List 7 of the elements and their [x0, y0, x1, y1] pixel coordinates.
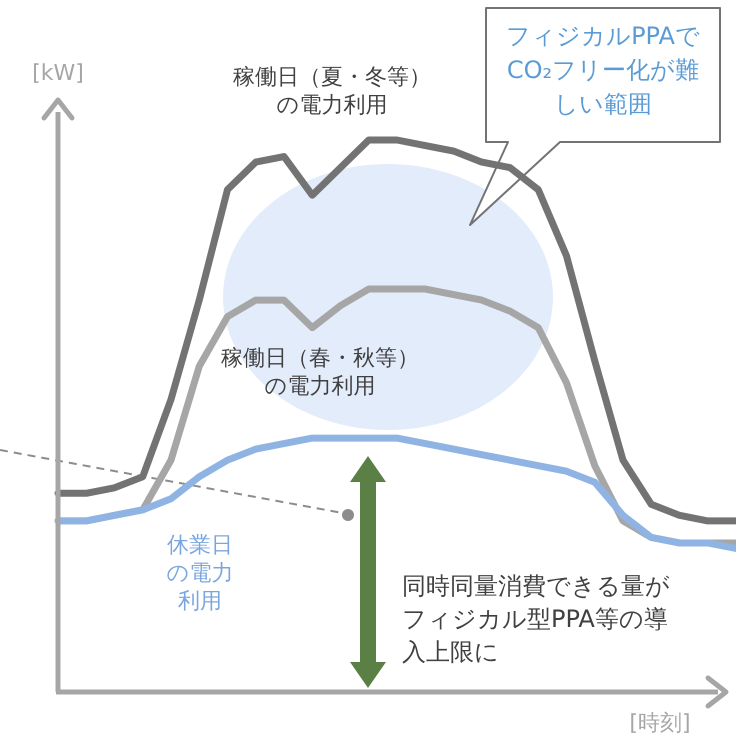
y-axis-title: [kW] [32, 61, 84, 86]
annotation: 同時同量消費できる量がフィジカル型PPA等の導入上限に [402, 572, 670, 666]
x-axis-title: [時刻] [629, 711, 691, 736]
series-label: 稼働日（春・秋等）の電力利用 [221, 346, 419, 399]
series-label: 稼働日（夏・冬等）の電力利用 [233, 65, 431, 118]
text: フィジカルPPAでCO₂フリー化が難しい範囲 [506, 22, 700, 118]
series-label: 休業日の電力利用 [166, 533, 234, 614]
